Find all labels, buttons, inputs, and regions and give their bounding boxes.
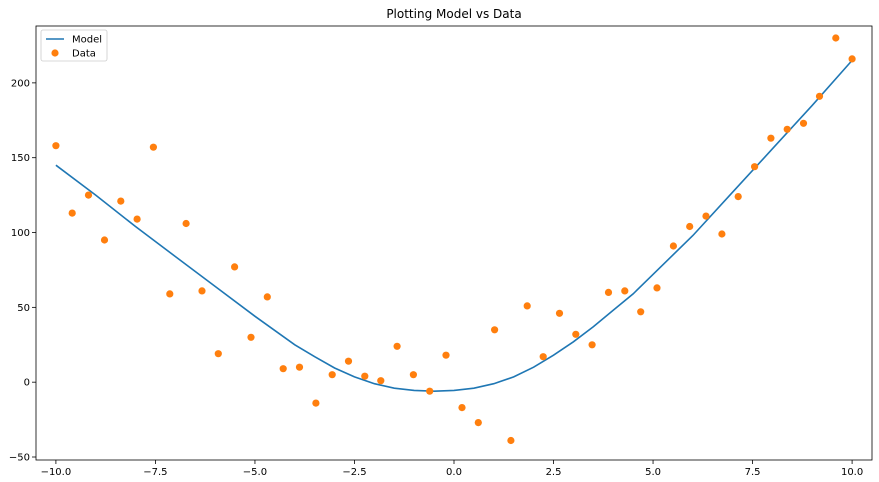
data-point: [621, 287, 629, 295]
data-point: [799, 119, 808, 127]
data-point: [198, 287, 206, 295]
y-tick-label: 50: [17, 303, 30, 314]
data-point: [182, 219, 190, 228]
data-point: [409, 371, 417, 379]
data-point: [653, 284, 661, 292]
data-point: [133, 215, 141, 223]
data-point: [702, 212, 710, 220]
data-point: [426, 387, 434, 395]
legend-model-label: Model: [72, 35, 102, 46]
y-tick-label: 100: [11, 228, 30, 239]
data-point: [231, 263, 239, 271]
data-point: [393, 342, 401, 350]
data-point: [84, 191, 93, 199]
data-point: [783, 125, 791, 133]
data-point: [734, 193, 742, 201]
data-point: [214, 350, 222, 358]
data-point: [100, 236, 109, 244]
legend-data-label: Data: [72, 49, 96, 60]
x-tick-label: −2.5: [342, 467, 366, 478]
data-point: [247, 333, 255, 341]
data-point: [832, 34, 840, 42]
x-tick-label: 0.0: [446, 467, 462, 478]
data-point: [751, 163, 759, 171]
data-point: [815, 92, 824, 100]
data-point: [588, 341, 596, 349]
x-tick-label: −7.5: [143, 467, 167, 478]
x-tick-label: 7.5: [745, 467, 761, 478]
data-point: [539, 353, 547, 361]
chart-title: Plotting Model vs Data: [386, 7, 521, 21]
data-point: [718, 230, 726, 238]
data-point: [604, 288, 613, 296]
data-point: [442, 351, 450, 359]
data-point: [52, 142, 60, 150]
axes: −10.0 −7.5 −5.0 −2.5 0.0 2.5 5.0 7.5 10.0 −50 0 50 1…: [9, 25, 873, 478]
data-point: [377, 377, 385, 385]
data-point: [669, 242, 678, 250]
data-point: [686, 222, 694, 231]
data-point: [166, 290, 174, 298]
x-tick-label: 10.0: [841, 467, 863, 478]
data-point: [295, 363, 304, 371]
data-point: [555, 309, 564, 317]
data-point: [848, 55, 856, 63]
y-tick-label: 0: [24, 378, 30, 389]
y-tick-label: 150: [11, 153, 30, 164]
data-point: [117, 197, 125, 205]
data-point: [507, 436, 515, 445]
data-point: [637, 308, 645, 316]
data-point: [344, 357, 353, 365]
data-point: [491, 326, 499, 334]
data-point: [279, 365, 287, 373]
x-tick-label: 5.0: [645, 467, 661, 478]
data-point: [572, 330, 580, 338]
data-point: [312, 399, 320, 407]
y-tick-label: −50: [9, 453, 30, 464]
data-point: [361, 372, 369, 380]
data-point: [458, 404, 466, 412]
data-point: [68, 209, 76, 217]
data-point: [149, 143, 157, 151]
legend-data-marker: [51, 49, 59, 57]
data-point: [767, 134, 775, 142]
data-point: [474, 419, 482, 427]
data-point: [263, 293, 271, 301]
y-tick-label: 200: [11, 78, 30, 89]
model-series-line: [55, 59, 853, 393]
data-point: [328, 371, 336, 379]
x-tick-label: 2.5: [546, 467, 562, 478]
x-tick-label: −5.0: [243, 467, 267, 478]
x-tick-label: −10.0: [41, 467, 72, 478]
data-point: [523, 302, 531, 310]
legend: Model Data: [40, 29, 108, 62]
plot-area: [52, 34, 856, 445]
